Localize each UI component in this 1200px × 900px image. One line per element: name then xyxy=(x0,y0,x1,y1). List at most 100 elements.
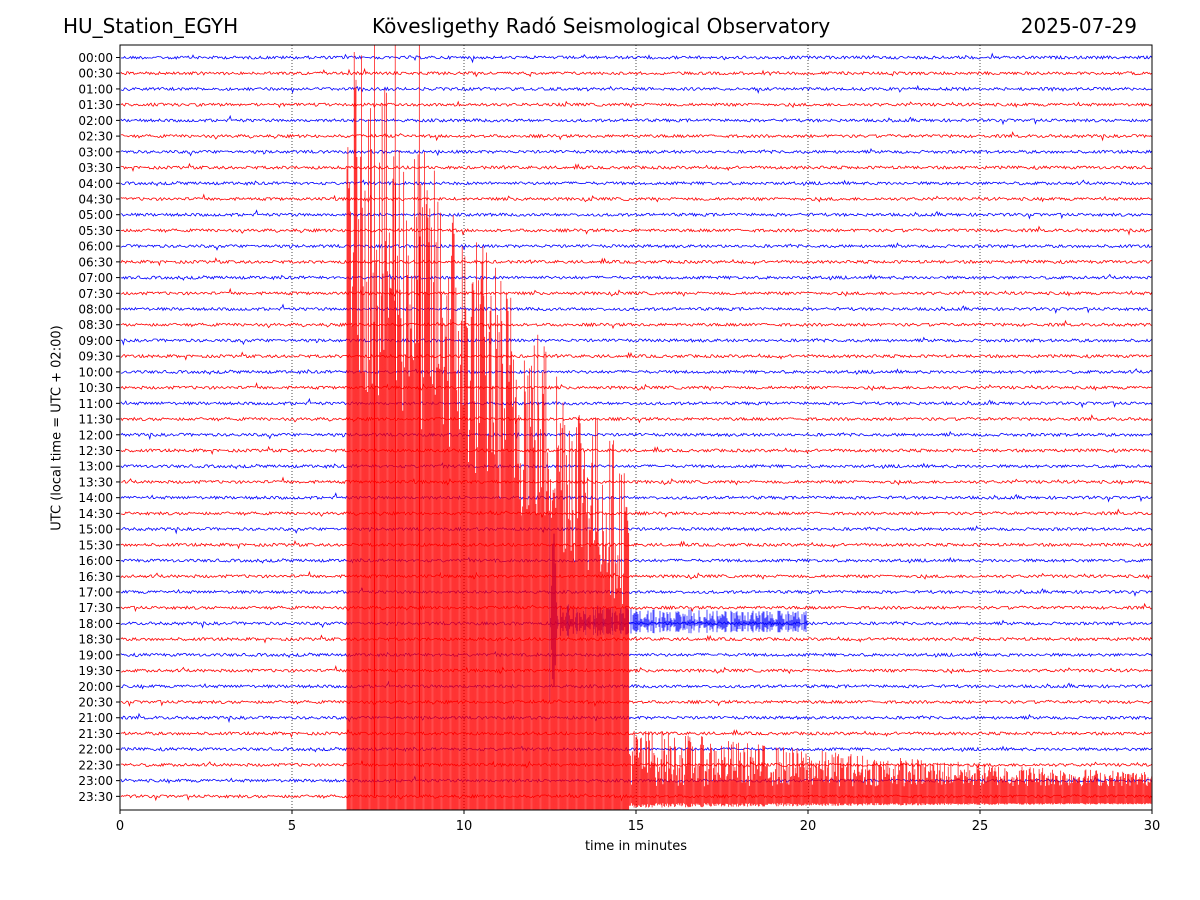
event-18:00 xyxy=(549,512,809,702)
trace-23:00 xyxy=(120,775,1153,784)
trace-07:30 xyxy=(120,287,1153,297)
trace-19:00 xyxy=(120,651,1153,659)
trace-15:00 xyxy=(120,525,1153,535)
trace-10:30 xyxy=(120,382,1152,392)
y-axis-label: UTC (local time = UTC + 02:00) xyxy=(49,325,65,531)
observatory-title: Kövesligethy Radó Seismological Observat… xyxy=(372,14,831,38)
y-tick-label-19:00: 19:00 xyxy=(78,648,113,662)
trace-16:30 xyxy=(120,570,1152,580)
trace-00:30 xyxy=(120,67,1153,78)
trace-13:30 xyxy=(120,476,1152,486)
y-tick-label-09:30: 09:30 xyxy=(78,350,113,364)
trace-12:00 xyxy=(120,430,1153,441)
y-tick-label-10:30: 10:30 xyxy=(78,381,113,395)
y-tick-label-23:00: 23:00 xyxy=(78,774,113,788)
y-tick-label-23:30: 23:30 xyxy=(78,790,113,804)
y-tick-label-03:00: 03:00 xyxy=(78,145,113,159)
trace-03:00 xyxy=(120,147,1153,157)
x-tick-label-5: 5 xyxy=(288,819,296,834)
x-tick-label-0: 0 xyxy=(116,819,124,834)
y-tick-label-18:00: 18:00 xyxy=(78,617,113,631)
x-axis-label: time in minutes xyxy=(585,839,687,854)
y-tick-label-11:30: 11:30 xyxy=(78,413,113,427)
y-tick-label-02:00: 02:00 xyxy=(78,114,113,128)
y-tick-label-04:00: 04:00 xyxy=(78,177,113,191)
y-tick-label-11:00: 11:00 xyxy=(78,397,113,411)
y-tick-label-10:00: 10:00 xyxy=(78,365,113,379)
y-tick-label-15:00: 15:00 xyxy=(78,523,113,537)
trace-17:00 xyxy=(120,586,1153,597)
trace-11:30 xyxy=(120,414,1153,425)
trace-20:00 xyxy=(120,680,1152,690)
x-tick-label-10: 10 xyxy=(456,819,473,834)
trace-16:00 xyxy=(120,556,1153,564)
trace-14:30 xyxy=(120,508,1153,519)
y-tick-label-20:30: 20:30 xyxy=(78,696,113,710)
y-tick-label-18:30: 18:30 xyxy=(78,633,113,647)
trace-18:00 xyxy=(120,619,1153,629)
y-tick-label-05:30: 05:30 xyxy=(78,224,113,238)
x-tick-label-30: 30 xyxy=(1144,819,1161,834)
trace-14:00 xyxy=(120,492,1153,503)
trace-13:00 xyxy=(120,462,1153,470)
y-tick-label-00:30: 00:30 xyxy=(78,67,113,81)
trace-15:30 xyxy=(120,540,1153,550)
trace-21:30 xyxy=(120,728,1152,738)
y-tick-label-22:30: 22:30 xyxy=(78,758,113,772)
trace-09:30 xyxy=(120,351,1152,361)
y-tick-label-12:00: 12:00 xyxy=(78,428,113,442)
trace-05:30 xyxy=(120,225,1152,236)
trace-08:30 xyxy=(120,319,1152,330)
event-23:30 xyxy=(346,45,1152,810)
trace-02:30 xyxy=(120,131,1153,142)
trace-22:30 xyxy=(120,759,1153,769)
y-tick-label-06:30: 06:30 xyxy=(78,255,113,269)
trace-06:30 xyxy=(120,257,1152,267)
trace-07:00 xyxy=(120,273,1153,281)
station-name: HU_Station_EGYH xyxy=(63,14,239,38)
y-tick-label-02:30: 02:30 xyxy=(78,130,113,144)
trace-19:30 xyxy=(121,665,1153,675)
trace-02:00 xyxy=(120,114,1152,126)
y-tick-label-12:30: 12:30 xyxy=(78,444,113,458)
trace-09:00 xyxy=(120,336,1153,346)
y-tick-label-15:30: 15:30 xyxy=(78,538,113,552)
trace-01:30 xyxy=(120,100,1153,109)
y-tick-label-03:30: 03:30 xyxy=(78,161,113,175)
y-tick-label-08:00: 08:00 xyxy=(78,303,113,317)
y-tick-label-13:30: 13:30 xyxy=(78,475,113,489)
y-tick-label-20:00: 20:00 xyxy=(78,680,113,694)
record-date: 2025-07-29 xyxy=(1020,14,1137,38)
y-tick-label-00:00: 00:00 xyxy=(78,51,113,65)
y-tick-label-16:30: 16:30 xyxy=(78,570,113,584)
trace-22:00 xyxy=(120,745,1153,753)
y-tick-label-21:00: 21:00 xyxy=(78,711,113,725)
y-tick-label-08:30: 08:30 xyxy=(78,318,113,332)
y-tick-label-17:30: 17:30 xyxy=(78,601,113,615)
y-tick-label-13:00: 13:00 xyxy=(78,460,113,474)
y-tick-label-09:00: 09:00 xyxy=(78,334,113,348)
y-tick-label-04:30: 04:30 xyxy=(78,192,113,206)
y-tick-label-14:30: 14:30 xyxy=(78,507,113,521)
y-tick-label-05:00: 05:00 xyxy=(78,208,113,222)
trace-23:30 xyxy=(120,793,1153,802)
y-tick-label-07:00: 07:00 xyxy=(78,271,113,285)
y-tick-label-14:00: 14:00 xyxy=(78,491,113,505)
trace-11:00 xyxy=(120,397,1153,409)
y-tick-label-01:00: 01:00 xyxy=(78,82,113,96)
trace-17:30 xyxy=(120,602,1152,613)
trace-06:00 xyxy=(120,242,1153,251)
trace-04:00 xyxy=(120,179,1153,187)
trace-04:30 xyxy=(120,193,1152,203)
y-tick-label-07:30: 07:30 xyxy=(78,287,113,301)
y-tick-label-17:00: 17:00 xyxy=(78,585,113,599)
y-tick-label-22:00: 22:00 xyxy=(78,743,113,757)
trace-18:30 xyxy=(120,634,1153,644)
trace-21:00 xyxy=(120,712,1152,724)
y-tick-label-06:00: 06:00 xyxy=(78,240,113,254)
y-tick-label-19:30: 19:30 xyxy=(78,664,113,678)
trace-01:00 xyxy=(120,84,1152,94)
trace-10:00 xyxy=(120,368,1153,376)
